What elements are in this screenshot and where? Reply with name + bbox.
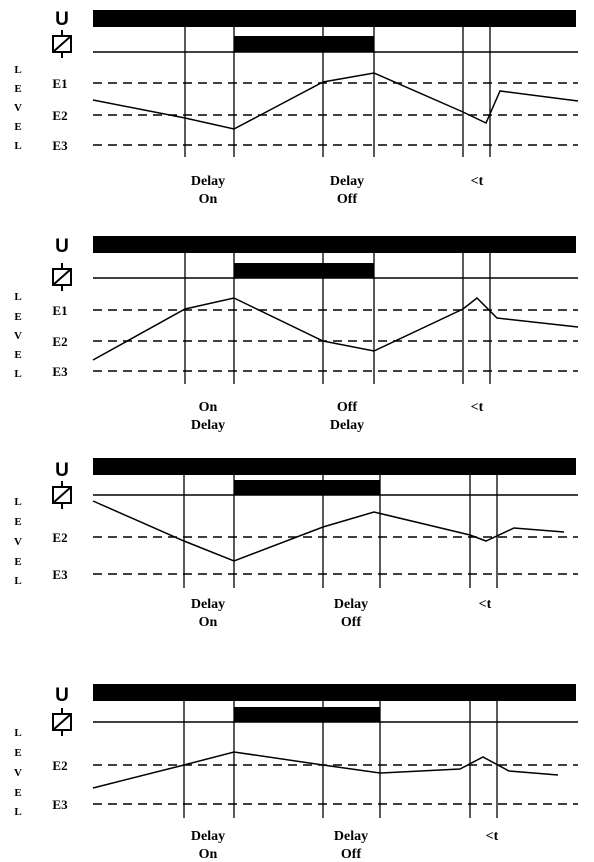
- level-waveform: [92, 296, 579, 361]
- level-letter: L: [14, 368, 21, 380]
- level-waveform: [92, 72, 579, 130]
- level-label: E2: [52, 758, 67, 773]
- relay-coil-diagonal: [52, 486, 72, 504]
- level-label: E2: [52, 108, 67, 123]
- level-letter: L: [14, 64, 21, 76]
- time-label: <t: [479, 597, 492, 612]
- level-letter: V: [14, 767, 22, 779]
- supply-bar: [93, 458, 576, 475]
- supply-label: U: [55, 460, 69, 481]
- level-letter: V: [14, 330, 22, 342]
- supply-bar: [93, 10, 576, 27]
- time-label: On: [199, 192, 218, 207]
- time-label: Delay: [191, 174, 225, 189]
- level-label: E2: [52, 334, 67, 349]
- level-label: E2: [52, 530, 67, 545]
- level-letter: V: [14, 536, 22, 548]
- level-letter: E: [14, 516, 21, 528]
- time-label: Off: [337, 400, 358, 415]
- supply-bar: [93, 236, 576, 253]
- relay-coil-diagonal: [52, 713, 72, 731]
- time-label: Delay: [191, 418, 225, 433]
- supply-label: U: [55, 9, 69, 30]
- relay-active-bar: [234, 707, 380, 722]
- time-label: On: [199, 847, 218, 862]
- level-label: E3: [52, 797, 68, 812]
- relay-coil-icon: [52, 708, 72, 736]
- supply-label: U: [55, 236, 69, 257]
- level-label: E3: [52, 138, 68, 153]
- time-label: On: [199, 615, 218, 630]
- time-label: Delay: [334, 597, 368, 612]
- relay-coil-icon: [52, 30, 72, 58]
- level-letter: L: [14, 496, 21, 508]
- time-label: Delay: [330, 418, 364, 433]
- level-letter: V: [14, 102, 22, 114]
- level-letter: E: [14, 747, 21, 759]
- level-letter: L: [14, 806, 21, 818]
- level-letter: E: [14, 349, 21, 361]
- level-label: E1: [52, 76, 67, 91]
- time-label: Delay: [191, 597, 225, 612]
- level-letter: L: [14, 727, 21, 739]
- time-label: <t: [471, 400, 484, 415]
- level-label: E3: [52, 567, 68, 582]
- relay-active-bar: [234, 263, 374, 278]
- level-label: E3: [52, 364, 68, 379]
- time-label: Off: [341, 615, 362, 630]
- relay-coil-icon: [52, 481, 72, 509]
- level-letter: E: [14, 311, 21, 323]
- level-letter: L: [14, 575, 21, 587]
- time-label: <t: [486, 829, 499, 844]
- time-label: Delay: [334, 829, 368, 844]
- level-waveform: [92, 500, 565, 562]
- level-waveform: [92, 751, 559, 789]
- supply-label: U: [55, 685, 69, 706]
- time-label: Delay: [330, 174, 364, 189]
- level-letter: E: [14, 121, 21, 133]
- relay-coil-diagonal: [52, 35, 72, 53]
- level-letter: E: [14, 83, 21, 95]
- relay-active-bar: [234, 480, 380, 495]
- time-label: <t: [471, 174, 484, 189]
- time-label: Off: [337, 192, 358, 207]
- relay-coil-icon: [52, 263, 72, 291]
- time-label: On: [199, 400, 218, 415]
- relay-active-bar: [234, 36, 374, 52]
- time-label: Delay: [191, 829, 225, 844]
- level-label: E1: [52, 303, 67, 318]
- level-letter: E: [14, 787, 21, 799]
- level-letter: E: [14, 556, 21, 568]
- supply-bar: [93, 684, 576, 701]
- level-letter: L: [14, 291, 21, 303]
- level-letter: L: [14, 140, 21, 152]
- relay-coil-diagonal: [52, 268, 72, 286]
- time-label: Off: [341, 847, 362, 862]
